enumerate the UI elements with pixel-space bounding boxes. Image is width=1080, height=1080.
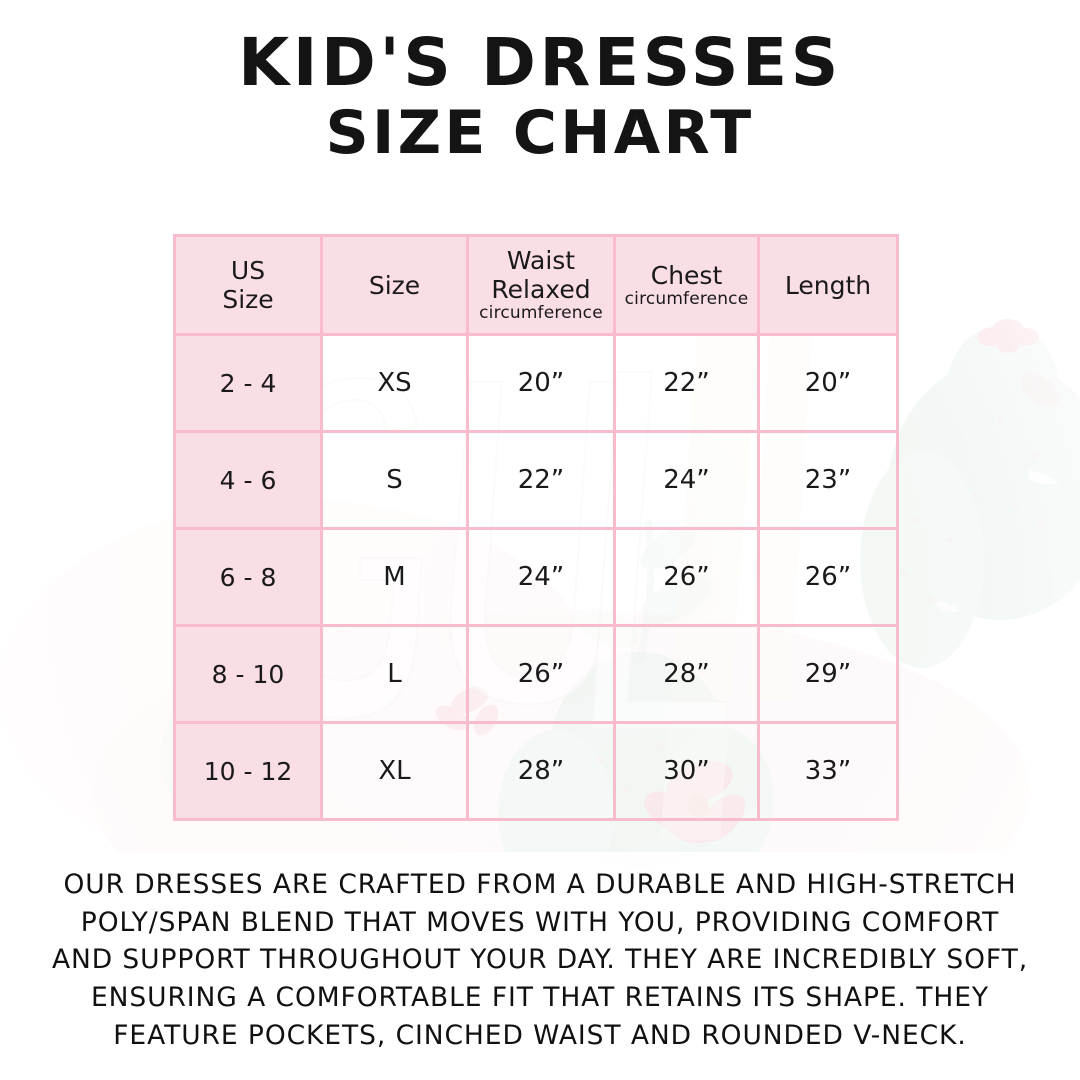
- waist-header-sublabel: circumference: [479, 303, 603, 324]
- table-row: 10 - 12 XL 28” 30” 33”: [173, 721, 899, 821]
- chest-header-label: Chest: [650, 260, 723, 290]
- size-chart-table-container: US Size Size Waist Relaxed circumference…: [173, 234, 899, 821]
- cell-waist: 20”: [466, 333, 616, 433]
- table-body: 2 - 4 XS 20” 22” 20” 4 - 6 S 22” 24” 23”…: [173, 333, 899, 821]
- waist-header-line2: Relaxed: [491, 275, 591, 305]
- cell-waist: 24”: [466, 527, 616, 627]
- cell-chest: 22”: [613, 333, 760, 433]
- cell-length: 29”: [757, 624, 899, 724]
- cell-size: M: [320, 527, 469, 627]
- cell-us-size: 6 - 8: [173, 527, 323, 627]
- title-line-primary: KID'S DRESSES: [238, 24, 842, 101]
- table-row: 6 - 8 M 24” 26” 26”: [173, 527, 899, 627]
- size-chart-table: US Size Size Waist Relaxed circumference…: [173, 234, 899, 821]
- length-header-label: Length: [784, 270, 872, 300]
- cell-length: 33”: [757, 721, 899, 821]
- cell-us-size: 4 - 6: [173, 430, 323, 530]
- us-size-header-line2: Size: [222, 285, 274, 314]
- column-header-chest: Chest circumference: [613, 234, 760, 336]
- cell-chest: 24”: [613, 430, 760, 530]
- waist-header-line1: Waist: [506, 246, 576, 276]
- cell-size: XL: [320, 721, 469, 821]
- table-row: 4 - 6 S 22” 24” 23”: [173, 430, 899, 530]
- cell-waist: 28”: [466, 721, 616, 821]
- cell-size: XS: [320, 333, 469, 433]
- table-row: 8 - 10 L 26” 28” 29”: [173, 624, 899, 724]
- description-line: POLY/SPAN BLEND THAT MOVES WITH YOU, PRO…: [80, 906, 1000, 938]
- description-line: FEATURE POCKETS, CINCHED WAIST AND ROUND…: [113, 1019, 967, 1051]
- column-header-size: Size: [320, 234, 469, 336]
- cell-us-size: 2 - 4: [173, 333, 323, 433]
- table-row: 2 - 4 XS 20” 22” 20”: [173, 333, 899, 433]
- size-header-label: Size: [368, 270, 421, 300]
- product-description: OUR DRESSES ARE CRAFTED FROM A DURABLE A…: [44, 866, 1036, 1054]
- cell-us-size: 10 - 12: [173, 721, 323, 821]
- column-header-waist: Waist Relaxed circumference: [466, 234, 616, 336]
- page-title: KID'S DRESSES SIZE CHART: [0, 28, 1080, 166]
- column-header-us-size: US Size: [173, 234, 323, 336]
- us-size-header-line1: US: [230, 256, 266, 285]
- cell-length: 23”: [757, 430, 899, 530]
- cell-length: 20”: [757, 333, 899, 433]
- description-line: ENSURING A COMFORTABLE FIT THAT RETAINS …: [90, 981, 990, 1013]
- table-header: US Size Size Waist Relaxed circumference…: [173, 234, 899, 336]
- table-header-row: US Size Size Waist Relaxed circumference…: [173, 234, 899, 336]
- title-line-secondary: SIZE CHART: [325, 97, 755, 168]
- cell-us-size: 8 - 10: [173, 624, 323, 724]
- description-line: AND SUPPORT THROUGHOUT YOUR DAY. THEY AR…: [51, 944, 1029, 976]
- cell-size: S: [320, 430, 469, 530]
- cell-chest: 30”: [613, 721, 760, 821]
- cell-waist: 22”: [466, 430, 616, 530]
- cell-chest: 26”: [613, 527, 760, 627]
- blossom-top-right: [1020, 373, 1060, 407]
- cell-chest: 28”: [613, 624, 760, 724]
- chest-header-sublabel: circumference: [624, 288, 749, 309]
- cell-size: L: [320, 624, 469, 724]
- column-header-length: Length: [757, 234, 899, 336]
- cell-waist: 26”: [466, 624, 616, 724]
- cell-length: 26”: [757, 527, 899, 627]
- description-line: OUR DRESSES ARE CRAFTED FROM A DURABLE A…: [63, 869, 1017, 900]
